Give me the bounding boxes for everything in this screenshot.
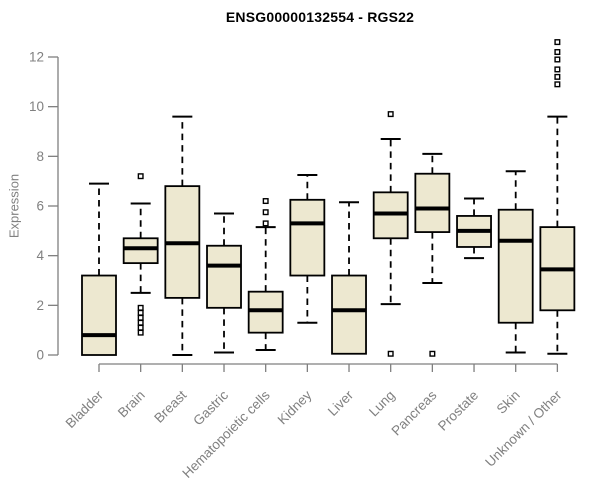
outlier-point (137, 329, 144, 336)
y-tick-label: 6 (36, 199, 44, 214)
outlier-point (262, 198, 269, 205)
x-tick-label-skin: Skin (494, 388, 523, 417)
box-group-breast (164, 115, 201, 356)
outlier-point (137, 309, 144, 316)
iqr-box (206, 244, 242, 309)
chart-title: ENSG00000132554 - RGS22 (225, 9, 415, 25)
outlier-point (137, 319, 144, 326)
box-group-liver (331, 201, 367, 355)
outlier-point (387, 350, 394, 357)
outlier-point (262, 209, 269, 216)
x-tick-label-breast: Breast (151, 387, 189, 425)
box-group-kidney (289, 173, 326, 324)
iqr-box (81, 274, 117, 356)
y-tick-label: 0 (36, 348, 44, 363)
box-group-bladder (81, 182, 117, 356)
box-group-pancreas (414, 152, 451, 357)
box-group-lung (372, 111, 409, 357)
x-tick-label-gastric: Gastric (190, 387, 231, 428)
x-tick-label-kidney: Kidney (275, 387, 315, 427)
iqr-box (497, 208, 534, 324)
box-group-gastric (206, 212, 242, 354)
outlier-point (554, 81, 561, 88)
x-tick-label-bladder: Bladder (63, 387, 107, 431)
y-tick-label: 12 (29, 50, 44, 65)
x-tick-label-prostate: Prostate (435, 388, 481, 434)
outlier-point (554, 73, 561, 80)
outlier-point (554, 39, 561, 46)
box-group-skin (497, 170, 534, 354)
outlier-point (137, 324, 144, 331)
x-tick-label-unknown-other: Unknown / Other (482, 387, 565, 470)
y-tick-label: 2 (36, 298, 44, 313)
outlier-point (429, 350, 436, 357)
x-tick-label-brain: Brain (115, 388, 148, 421)
outlier-point (137, 304, 144, 311)
box-group-unknown-other (539, 39, 576, 355)
x-tick-label-pancreas: Pancreas (389, 387, 440, 438)
outlier-point (137, 314, 144, 321)
outlier-point (554, 49, 561, 56)
outlier-point (137, 173, 144, 180)
outlier-point (554, 66, 561, 73)
y-tick-label: 4 (36, 248, 44, 263)
iqr-box (414, 172, 451, 233)
y-axis: 0 2 4 6 8 10 12 (29, 50, 59, 363)
y-tick-label: 10 (29, 99, 44, 114)
box-group-prostate (456, 197, 492, 260)
box-group-brain (122, 173, 159, 336)
box-group-hematopoietic-cells (247, 198, 284, 352)
iqr-box (331, 274, 367, 355)
iqr-box (122, 237, 159, 265)
outlier-point (262, 220, 269, 227)
outlier-point (387, 111, 394, 118)
y-tick-label: 8 (36, 149, 44, 164)
x-tick-label-liver: Liver (325, 387, 357, 419)
x-tick-label-lung: Lung (366, 388, 398, 420)
iqr-box (289, 198, 326, 277)
outlier-point (554, 56, 561, 63)
